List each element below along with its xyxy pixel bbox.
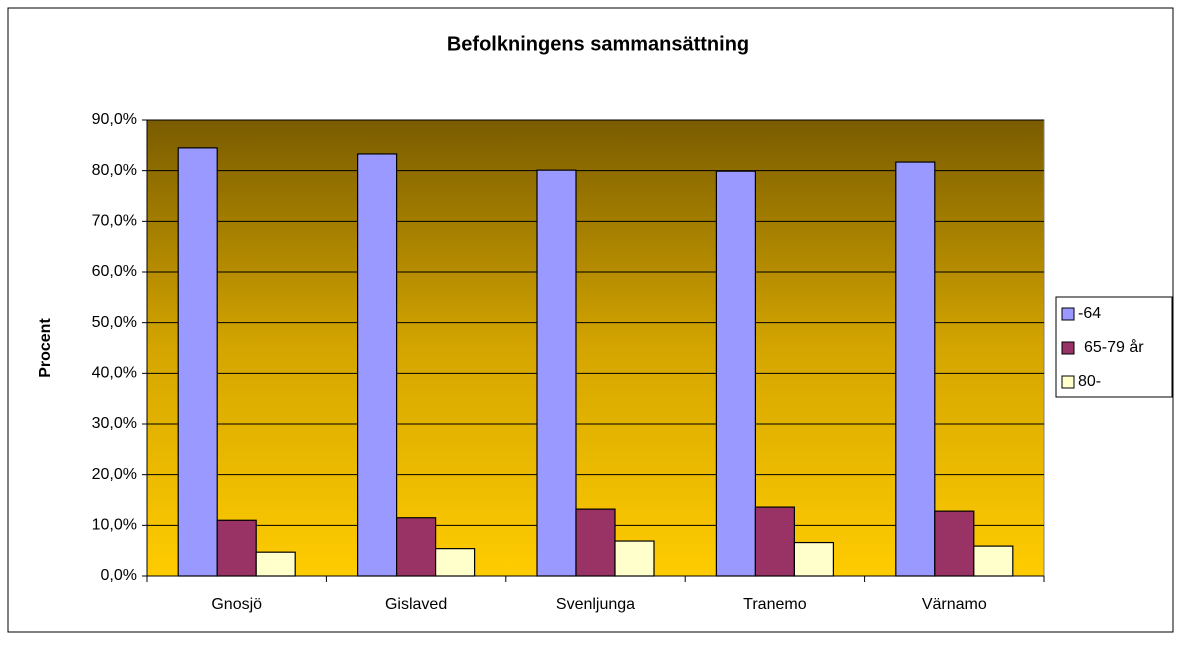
bar <box>396 517 437 577</box>
bar <box>357 153 398 577</box>
y-tick-label: 40,0% <box>92 365 137 382</box>
x-tick-label: Tranemo <box>743 596 807 613</box>
legend-label: 80- <box>1078 373 1101 390</box>
bar <box>177 147 218 577</box>
legend-swatch <box>1061 375 1075 389</box>
plot-area <box>146 119 1045 577</box>
y-tick-label: 20,0% <box>92 466 137 483</box>
bar <box>255 551 296 577</box>
y-tick-label: 30,0% <box>92 415 137 432</box>
bar <box>793 541 835 577</box>
x-tick-label: Värnamo <box>922 596 987 613</box>
y-tick-label: 60,0% <box>92 263 137 280</box>
legend-label: 65-79 år <box>1084 338 1144 356</box>
x-tick-label: Gislaved <box>385 596 447 613</box>
bar <box>715 170 757 577</box>
legend-swatch <box>1061 307 1075 321</box>
bar <box>895 161 936 577</box>
y-tick-label: 80,0% <box>92 162 137 179</box>
legend-label: -64 <box>1078 305 1101 322</box>
y-axis-label: Procent <box>37 318 54 378</box>
legend-swatch <box>1061 341 1075 355</box>
bar <box>435 548 476 577</box>
bar <box>973 545 1014 577</box>
x-tick-label: Gnosjö <box>211 596 262 613</box>
y-tick-label: 70,0% <box>92 213 137 230</box>
bar <box>754 506 796 577</box>
bar <box>614 540 655 577</box>
bar <box>536 169 577 577</box>
x-tick-label: Svenljunga <box>556 596 635 613</box>
bar <box>216 519 257 577</box>
y-tick-label: 90,0% <box>92 111 137 128</box>
y-tick-label: 0,0% <box>101 567 137 584</box>
bar <box>575 508 616 577</box>
bar <box>934 510 975 577</box>
legend-box <box>1055 296 1173 398</box>
chart-title: Befolkningens sammansättning <box>447 33 749 55</box>
y-tick-label: 10,0% <box>92 517 137 534</box>
y-tick-label: 50,0% <box>92 314 137 331</box>
